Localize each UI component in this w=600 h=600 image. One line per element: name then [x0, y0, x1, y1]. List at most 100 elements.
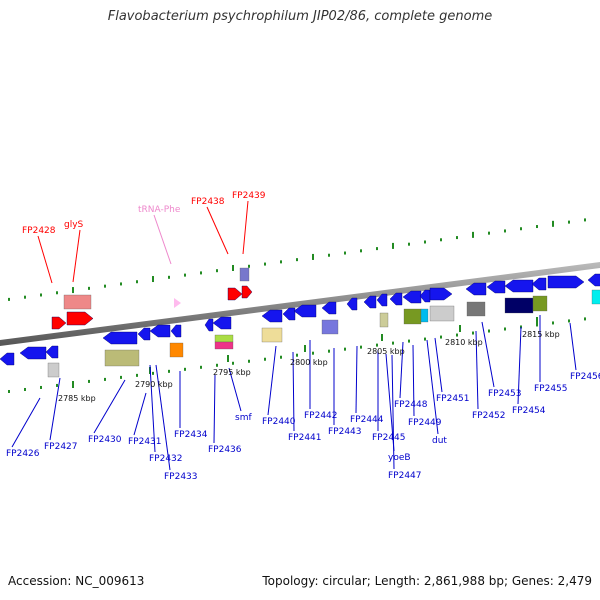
leader-line: [206, 206, 229, 255]
gene-label-reverse: FP2443: [328, 427, 362, 437]
gene-feature-box: [214, 334, 234, 343]
gene-label-reverse: smf: [235, 413, 252, 423]
track-tick-lower: [264, 357, 266, 361]
track-tick-upper: [552, 220, 554, 227]
gene-label-reverse: FP2442: [304, 411, 338, 421]
gene-label-reverse: FP2451: [436, 394, 470, 404]
gene-feature-box: [47, 362, 60, 378]
gene-feature-box: [466, 301, 486, 317]
track-tick-lower: [568, 319, 570, 323]
gene-arrow-reverse: [293, 304, 317, 318]
track-tick-lower: [376, 343, 378, 347]
track-tick-upper: [472, 231, 474, 238]
leader-line: [481, 321, 495, 388]
track-tick-upper: [312, 253, 314, 260]
gene-label-reverse: FP2453: [488, 389, 522, 399]
track-tick-upper: [88, 286, 90, 290]
scale-label: 2795 kbp: [213, 368, 251, 377]
scale-tick: [304, 345, 306, 352]
track-tick-lower: [360, 345, 362, 349]
gene-arrow-reverse: [465, 282, 487, 296]
track-tick-lower: [232, 361, 234, 365]
track-tick-lower: [328, 349, 330, 353]
track-tick-upper: [520, 227, 522, 231]
gene-arrow-forward: [241, 285, 253, 299]
track-tick-upper: [424, 240, 426, 244]
track-tick-lower: [296, 353, 298, 357]
gene-label-reverse: FP2456: [570, 372, 600, 382]
gene-arrow-reverse: [321, 301, 337, 315]
scale-label: 2815 kbp: [522, 330, 560, 339]
gene-feature-box: [169, 342, 184, 358]
gene-arrow-reverse: [45, 345, 59, 359]
gene-label-reverse: FP2440: [262, 417, 296, 427]
gene-arrow-reverse: [504, 279, 534, 293]
track-tick-lower: [40, 385, 42, 389]
track-tick-upper: [360, 249, 362, 253]
gene-label-forward: FP2438: [191, 197, 225, 207]
track-tick-lower: [488, 329, 490, 333]
track-tick-upper: [24, 295, 26, 299]
track-tick-lower: [472, 331, 474, 335]
gene-label-forward: FP2428: [22, 226, 56, 236]
gene-arrow-forward: [66, 311, 94, 326]
gene-arrow-reverse: [261, 309, 283, 323]
track-tick-upper: [344, 251, 346, 255]
track-tick-upper: [440, 238, 442, 242]
gene-arrow-forward: [51, 316, 67, 330]
track-tick-upper: [584, 218, 586, 222]
track-tick-upper: [248, 264, 250, 268]
gene-label-reverse: FP2434: [174, 430, 208, 440]
gene-arrow-reverse: [547, 275, 585, 289]
scale-label: 2805 kbp: [367, 347, 405, 356]
leader-line: [517, 326, 522, 405]
leader-line: [153, 214, 172, 265]
trna-marker: [174, 298, 181, 308]
track-tick-lower: [344, 347, 346, 351]
track-tick-lower: [200, 365, 202, 369]
gene-arrow-reverse: [531, 277, 547, 291]
gene-label-reverse: FP2449: [408, 418, 442, 428]
gene-label-reverse: FP2430: [88, 435, 122, 445]
gene-label-reverse: FP2436: [208, 445, 242, 455]
gene-arrow-reverse: [376, 293, 388, 307]
leader-line: [267, 345, 277, 416]
track-tick-lower: [280, 355, 282, 359]
leader-line: [49, 377, 61, 441]
leader-line: [385, 353, 395, 452]
track-tick-upper: [328, 253, 330, 257]
scale-label: 2790 kbp: [135, 380, 173, 389]
track-tick-lower: [408, 339, 410, 343]
gene-feature-box: [420, 308, 429, 323]
scale-label: 2810 kbp: [445, 338, 483, 347]
leader-line: [242, 200, 249, 255]
track-tick-upper: [136, 280, 138, 284]
track-tick-lower: [104, 377, 106, 381]
track-tick-lower: [168, 369, 170, 373]
track-tick-upper: [104, 284, 106, 288]
gene-arrow-reverse: [346, 297, 358, 311]
track-tick-lower: [520, 325, 522, 329]
leader-line: [37, 235, 53, 284]
leader-line: [213, 374, 216, 444]
track-tick-lower: [88, 379, 90, 383]
gene-feature-box: [239, 267, 250, 282]
track-tick-upper: [264, 262, 266, 266]
leader-line: [355, 345, 358, 414]
track-tick-upper: [536, 225, 538, 229]
gene-label-reverse: FP2431: [128, 437, 162, 447]
gene-arrow-reverse: [282, 307, 296, 321]
track-tick-upper: [232, 264, 234, 271]
gene-feature-box: [321, 319, 339, 335]
gene-label-forward: FP2439: [232, 191, 266, 201]
gene-feature-box: [532, 295, 548, 312]
track-tick-lower: [392, 341, 394, 345]
track-tick-upper: [56, 291, 58, 295]
map-title: Flavobacterium psychrophilum JIP02/86, c…: [107, 9, 493, 24]
gene-feature-box: [104, 349, 140, 367]
gene-label-reverse: FP2432: [149, 454, 183, 464]
leader-line: [399, 341, 404, 399]
gene-feature-box: [504, 297, 534, 314]
gene-arrow-reverse: [19, 346, 47, 360]
